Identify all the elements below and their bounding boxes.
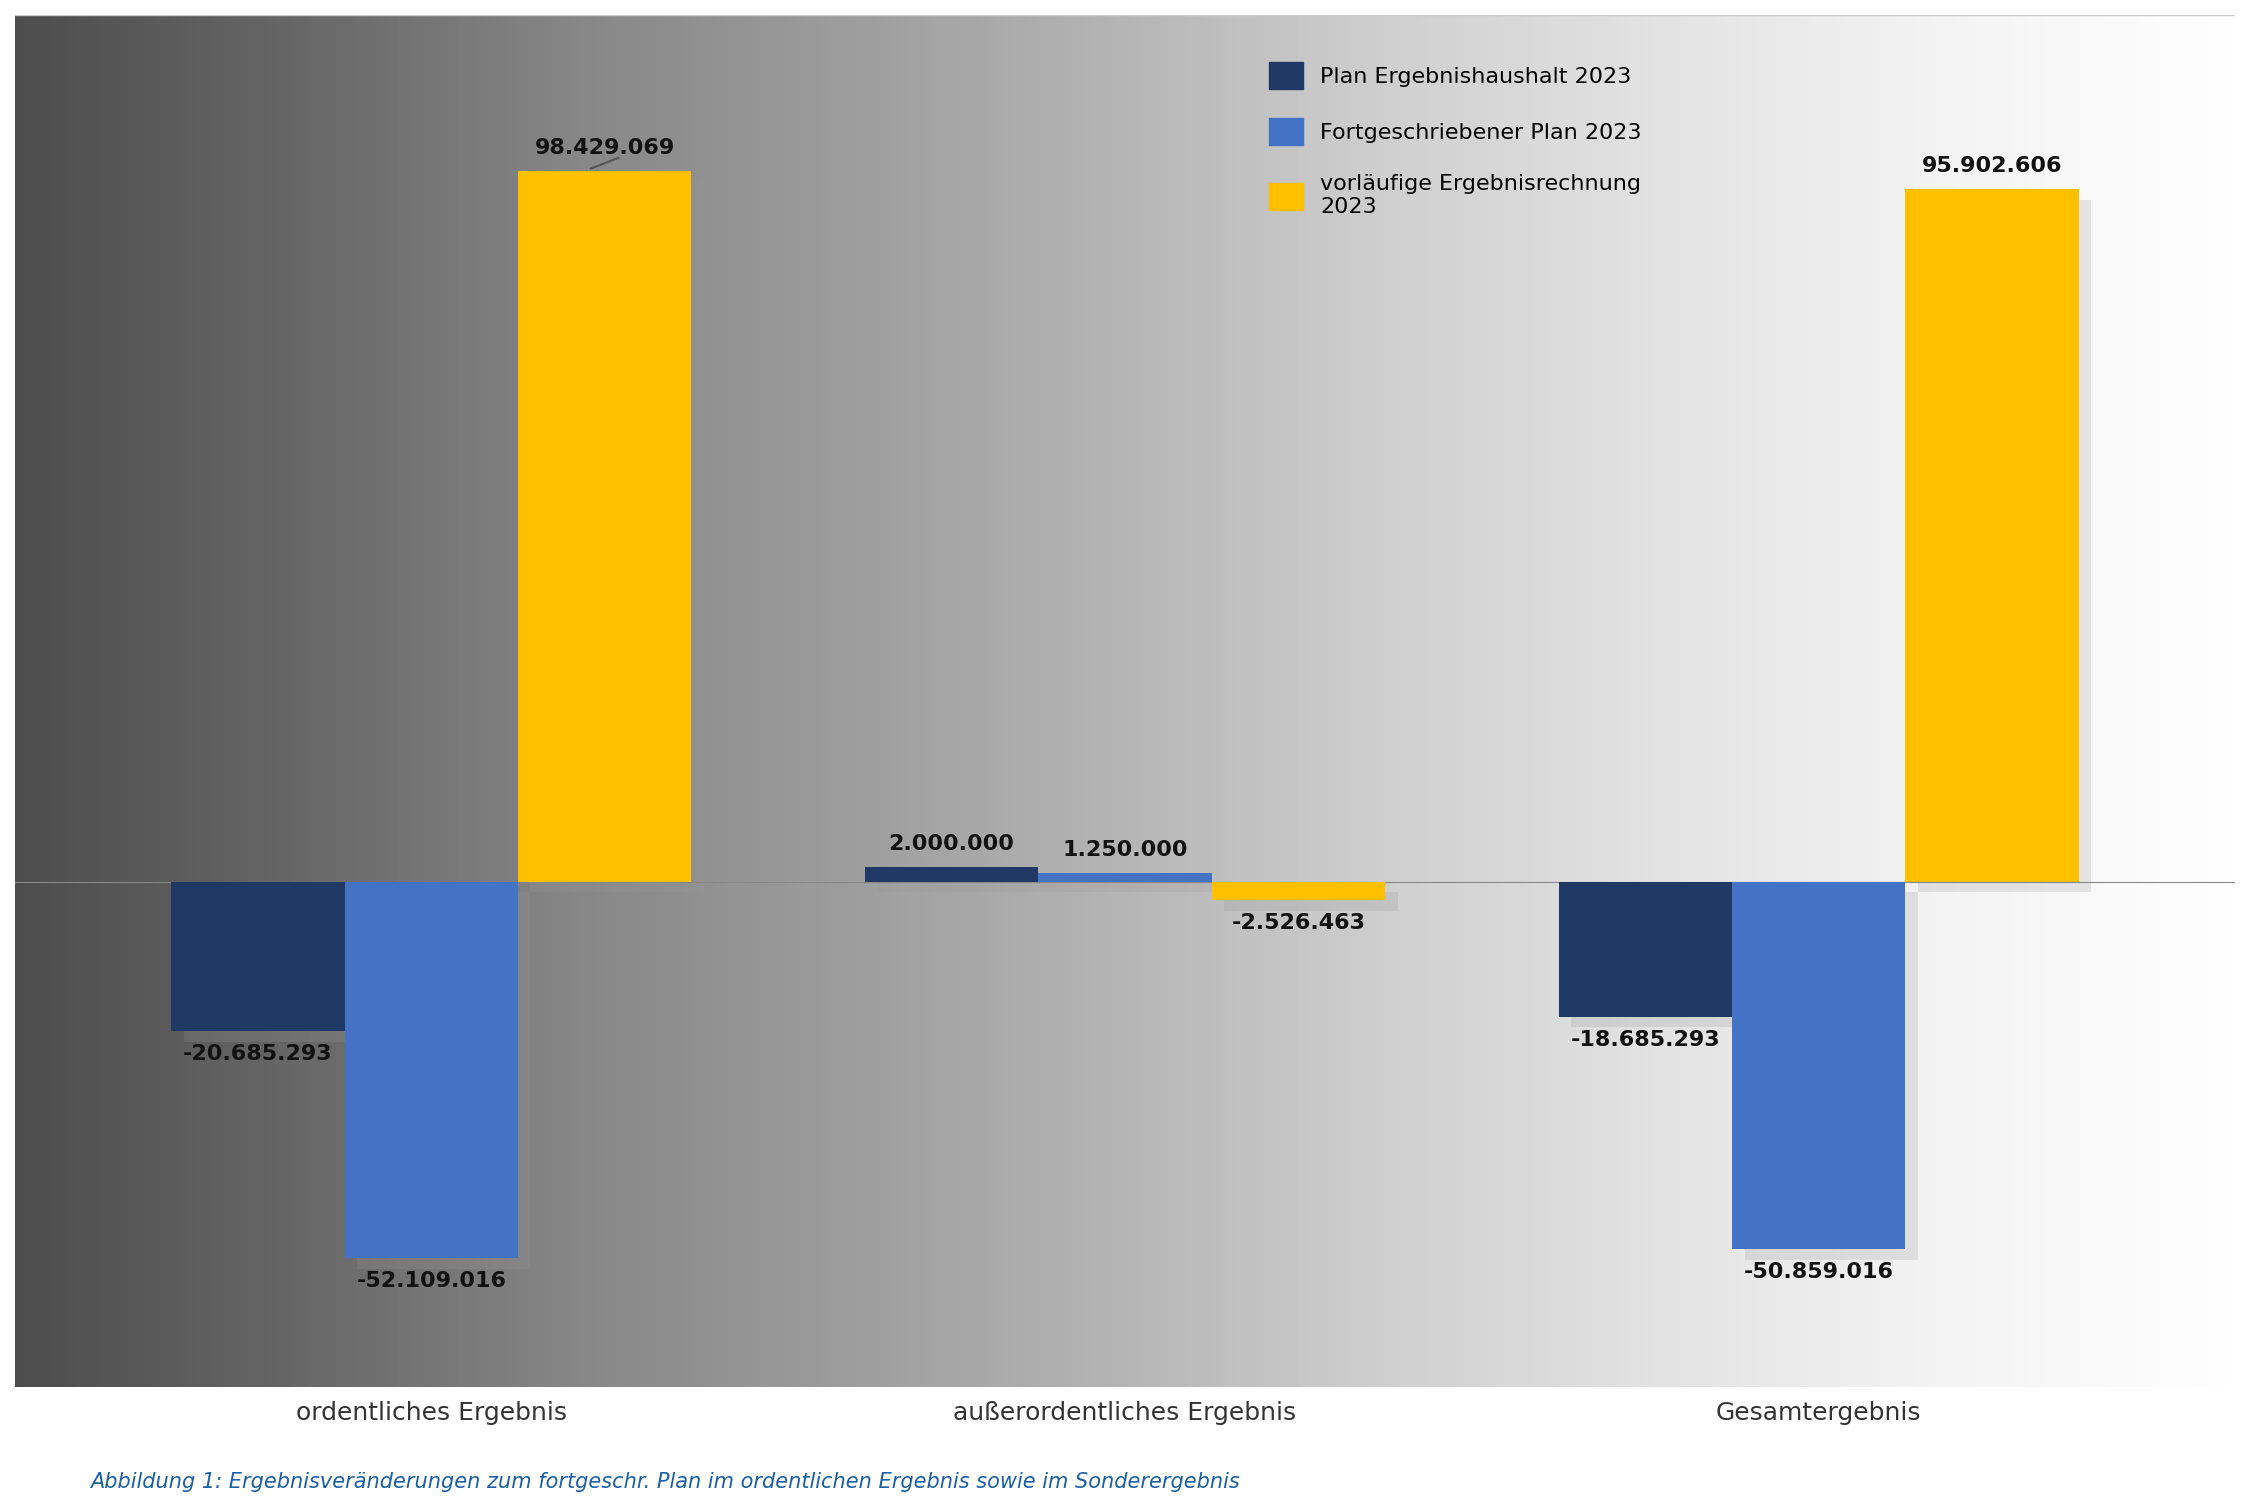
Text: 95.902.606: 95.902.606 — [1922, 156, 2063, 176]
Bar — [864, 867, 1037, 882]
Bar — [171, 882, 344, 1031]
Bar — [1744, 892, 1917, 1260]
Bar — [518, 171, 691, 882]
Text: 98.429.069: 98.429.069 — [536, 138, 675, 158]
Bar — [1559, 882, 1732, 1017]
Bar — [531, 182, 704, 892]
Bar — [1732, 882, 1906, 1250]
Bar — [1037, 873, 1213, 882]
Text: -2.526.463: -2.526.463 — [1231, 914, 1366, 933]
Text: -20.685.293: -20.685.293 — [182, 1044, 333, 1064]
Bar — [1224, 892, 1397, 910]
Text: -50.859.016: -50.859.016 — [1744, 1262, 1894, 1282]
Bar — [184, 892, 358, 1042]
Bar — [1906, 189, 2079, 882]
Text: 2.000.000: 2.000.000 — [889, 834, 1015, 854]
Bar — [878, 878, 1051, 892]
Bar — [1213, 882, 1386, 900]
Text: Abbildung 1: Ergebnisveränderungen zum fortgeschr. Plan im ordentlichen Ergebnis: Abbildung 1: Ergebnisveränderungen zum f… — [90, 1473, 1240, 1492]
Text: 1.250.000: 1.250.000 — [1062, 840, 1188, 860]
Bar — [358, 892, 531, 1269]
Bar — [1917, 200, 2092, 892]
Legend: Plan Ergebnishaushalt 2023, Fortgeschriebener Plan 2023, vorläufige Ergebnisrech: Plan Ergebnishaushalt 2023, Fortgeschrie… — [1246, 40, 1665, 240]
Bar — [1051, 884, 1224, 892]
Bar — [344, 882, 518, 1258]
Text: -52.109.016: -52.109.016 — [356, 1270, 506, 1292]
Bar — [1570, 892, 1744, 1028]
Text: -18.685.293: -18.685.293 — [1570, 1029, 1721, 1050]
